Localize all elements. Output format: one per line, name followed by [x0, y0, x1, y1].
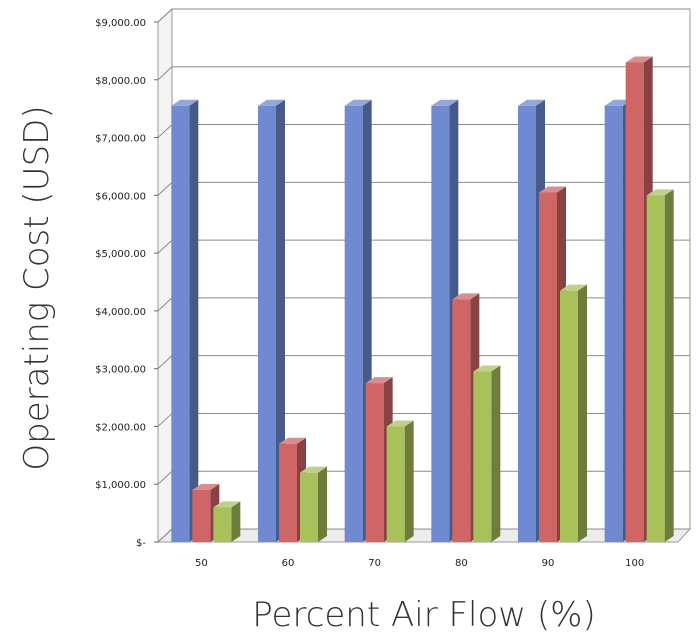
- gridline-side: [157, 181, 173, 196]
- x-axis-ticks: 50 60 70 80 90 100: [195, 558, 644, 569]
- gridline-side: [157, 297, 173, 312]
- bar-50-series-3: [213, 501, 241, 542]
- gridline-side: [157, 8, 173, 23]
- gridline-side: [157, 528, 173, 543]
- y-tick-label: $1,000.00: [95, 480, 146, 491]
- y-tick-label: $6,000.00: [95, 191, 146, 202]
- gridline-side: [157, 124, 173, 138]
- y-tick-label: $8,000.00: [95, 76, 146, 87]
- x-tick-label: 50: [195, 558, 208, 569]
- y-tick-label: $2,000.00: [95, 422, 146, 433]
- bar-60-series-1: [258, 99, 285, 543]
- x-axis-title: Percent Air Flow (%): [252, 595, 596, 635]
- y-tick-label: $-: [136, 538, 146, 549]
- x-tick-label: 90: [542, 558, 555, 569]
- bar-80-series-3: [473, 365, 501, 542]
- gridline-side: [157, 239, 173, 254]
- y-tick-label: $3,000.00: [95, 365, 146, 376]
- x-tick-label: 60: [282, 558, 295, 569]
- bar-90-series-3: [560, 284, 587, 542]
- bar-50-series-1: [171, 99, 199, 543]
- bar-60-series-3: [300, 466, 327, 542]
- y-tick-label: $9,000.00: [95, 18, 146, 29]
- bars: [171, 56, 674, 543]
- x-tick-label: 80: [455, 558, 468, 569]
- gridline-side: [157, 355, 173, 370]
- y-tick-label: $5,000.00: [95, 249, 146, 260]
- bar-70-series-3: [386, 420, 414, 542]
- bar-70-series-1: [344, 99, 372, 543]
- x-tick-label: 70: [368, 558, 381, 569]
- gridline-side: [157, 66, 173, 81]
- y-axis-ticks: $- $1,000.00 $2,000.00 $3,000.00 $4,000.00 $5…: [95, 18, 146, 549]
- y-tick-label: $7,000.00: [95, 134, 146, 145]
- bar-100-series-3: [646, 189, 674, 543]
- y-tick-label: $4,000.00: [95, 307, 146, 318]
- x-tick-label: 100: [625, 558, 644, 569]
- gridline-side: [157, 470, 173, 485]
- gridline-side: [157, 413, 173, 427]
- side-wall: [157, 7, 173, 544]
- y-axis-title: Operating Cost (USD): [17, 105, 57, 470]
